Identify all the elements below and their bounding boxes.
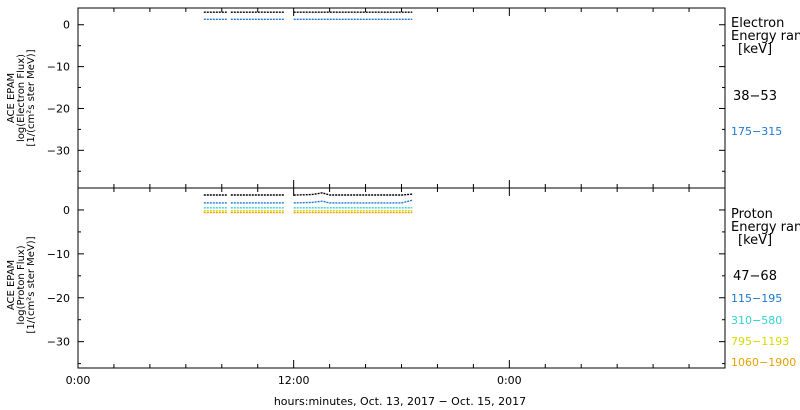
electron-panel: 0 −10 −20 −30 ACE EPAM log(Electron Flux) [… [6, 7, 800, 189]
proton-series-1-line [293, 192, 413, 196]
x-tick-label: 0:00 [497, 374, 522, 387]
electron-legend-units: [keV] [738, 42, 772, 57]
proton-legend-series-2: 115−195 [731, 292, 782, 305]
x-axis: 0:00 12:00 0:00 [66, 374, 522, 387]
electron-legend-title: Electron [731, 16, 784, 31]
proton-legend-series-3: 310−580 [731, 314, 782, 327]
proton-legend-series-1: 47−68 [733, 269, 777, 284]
proton-y-tick-label: −10 [47, 248, 70, 261]
electron-legend-series-2: 175−315 [731, 125, 782, 138]
electron-y-tick-label: −30 [47, 144, 70, 157]
electron-ylabel-line-2: log(Electron Flux) [16, 54, 27, 142]
electron-y-ticks: 0 −10 −20 −30 [47, 19, 725, 172]
electron-legend-series-1: 38−53 [733, 89, 777, 104]
proton-y-tick-label: 0 [63, 204, 70, 217]
x-tick-label: 0:00 [66, 374, 91, 387]
proton-ylabel-line-1: ACE EPAM [6, 260, 17, 310]
proton-series-2-line [293, 199, 413, 204]
proton-legend-series-4: 795−1193 [731, 335, 789, 348]
proton-legend-units: [keV] [738, 233, 772, 248]
proton-panel: 0 −10 −20 −30 ACE EPAM log(Proton Flux) [1/… [6, 187, 800, 369]
proton-y-ticks: 0 −10 −20 −30 [47, 187, 725, 365]
proton-legend-series-5: 1060−1900 [731, 356, 796, 369]
proton-series [203, 192, 413, 214]
electron-legend-energy: Energy ran [731, 29, 800, 44]
electron-y-tick-label: 0 [63, 19, 70, 32]
proton-legend-energy: Energy ran [731, 220, 800, 235]
proton-y-tick-label: −30 [47, 336, 70, 349]
electron-y-tick-label: −20 [47, 102, 70, 115]
proton-ylabel-line-2: log(Proton Flux) [16, 245, 27, 324]
proton-ylabel-line-3: [1/(cm²s ster MeV)] [26, 236, 37, 333]
electron-y-tick-label: −10 [47, 61, 70, 74]
proton-legend-title: Proton [731, 207, 773, 222]
electron-ylabel-line-1: ACE EPAM [6, 73, 17, 123]
x-axis-title: hours:minutes, Oct. 13, 2017 − Oct. 15, … [274, 395, 526, 408]
x-tick-label: 12:00 [278, 374, 310, 387]
electron-ylabel-line-3: [1/(cm²s ster MeV)] [26, 49, 37, 146]
electron-series [203, 11, 413, 20]
proton-y-tick-label: −20 [47, 292, 70, 305]
